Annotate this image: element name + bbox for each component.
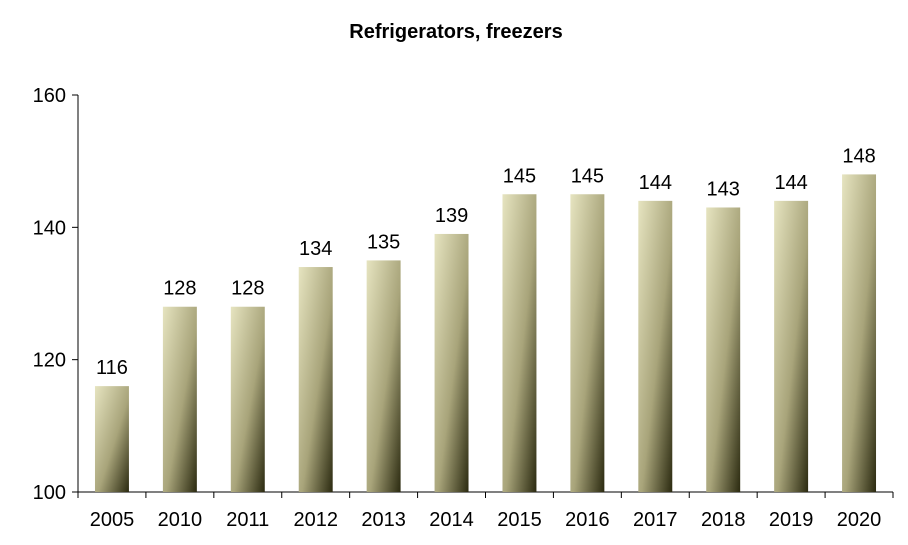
chart-title: Refrigerators, freezers (349, 21, 562, 43)
bar-2020 (842, 174, 877, 492)
data-label-2018: 143 (707, 178, 740, 200)
bar-2010 (162, 306, 197, 492)
bar-2017 (638, 200, 673, 492)
x-tick-label-2013: 2013 (361, 509, 406, 531)
bar-2011 (230, 306, 265, 492)
bar-2019 (774, 200, 809, 492)
x-tick-label-2018: 2018 (701, 509, 746, 531)
x-axis: 2005 2010 2011 2012 2013 2014 2015 2016 2017 2018… (77, 491, 894, 531)
x-tick-label-2017: 2017 (633, 509, 678, 531)
y-tick-label: 120 (33, 350, 66, 372)
data-label-2013: 135 (367, 231, 400, 253)
x-tick-label-2012: 2012 (293, 509, 338, 531)
x-tick-label-2005: 2005 (90, 509, 135, 531)
data-label-2005: 116 (96, 357, 128, 379)
bar-2018 (706, 207, 741, 492)
bar-series (94, 174, 877, 492)
y-tick-label: 140 (33, 217, 66, 239)
data-label-2017: 144 (639, 172, 672, 194)
data-label-2015: 145 (503, 165, 536, 187)
data-label-2020: 148 (842, 145, 875, 167)
bar-2005 (94, 386, 129, 492)
x-tick-label-2020: 2020 (837, 509, 882, 531)
x-tick-label-2010: 2010 (158, 509, 203, 531)
x-tick-label-2011: 2011 (226, 509, 269, 531)
bar-2013 (366, 260, 401, 492)
x-tick-label-2016: 2016 (565, 509, 610, 531)
data-label-2010: 128 (163, 278, 196, 300)
bar-2015 (502, 194, 537, 492)
data-label-2012: 134 (299, 238, 332, 260)
x-tick-label-2014: 2014 (429, 509, 474, 531)
bar-2016 (570, 194, 605, 492)
y-axis: 100 120 140 160 (33, 85, 79, 504)
bar-2012 (298, 267, 333, 492)
y-tick-label: 100 (33, 482, 66, 504)
data-label-2014: 139 (435, 205, 468, 227)
data-labels: 116 128 128 134 135 139 145 145 144 143 144 148 (96, 145, 876, 379)
x-tick-label-2015: 2015 (497, 509, 542, 531)
bar-2014 (434, 233, 469, 492)
data-label-2019: 144 (774, 172, 807, 194)
data-label-2016: 145 (571, 165, 604, 187)
y-tick-label: 160 (33, 85, 66, 107)
data-label-2011: 128 (231, 278, 264, 300)
x-tick-label-2019: 2019 (769, 509, 814, 531)
